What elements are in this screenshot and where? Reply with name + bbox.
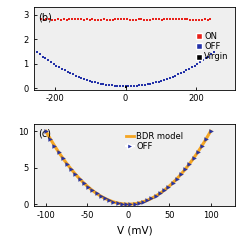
OFF	[196, 151, 199, 154]
OFF	[78, 177, 81, 180]
OFF	[130, 85, 132, 88]
OFF	[108, 199, 111, 202]
OFF	[201, 144, 204, 147]
OFF	[74, 173, 77, 176]
OFF	[95, 192, 98, 195]
OFF	[77, 75, 80, 78]
OFF	[125, 203, 127, 206]
OFF	[163, 189, 166, 192]
OFF	[87, 186, 90, 188]
OFF	[213, 51, 216, 54]
BDR model	[165, 187, 168, 190]
BDR model	[127, 203, 130, 206]
Line: OFF: OFF	[36, 51, 215, 88]
OFF	[158, 192, 161, 195]
OFF	[66, 162, 68, 165]
Line: BDR model: BDR model	[46, 131, 210, 204]
ON	[209, 18, 212, 21]
BDR model	[209, 130, 212, 133]
OFF	[49, 137, 52, 140]
OFF	[205, 137, 208, 140]
OFF	[53, 144, 56, 147]
ON	[39, 18, 42, 21]
ON	[151, 18, 154, 21]
ON	[100, 18, 102, 21]
Line: ON: ON	[39, 17, 212, 22]
OFF	[146, 199, 149, 202]
OFF	[116, 202, 119, 204]
Line: OFF: OFF	[44, 129, 212, 206]
OFF	[110, 84, 113, 87]
OFF	[133, 202, 136, 205]
BDR model	[149, 198, 151, 201]
OFF	[99, 195, 102, 198]
OFF	[150, 197, 153, 200]
OFF	[129, 203, 132, 206]
X-axis label: V (mV): V (mV)	[117, 226, 152, 236]
OFF	[175, 177, 178, 180]
OFF	[104, 197, 107, 200]
OFF	[192, 157, 195, 160]
OFF	[120, 202, 123, 205]
OFF	[88, 79, 91, 82]
OFF	[91, 189, 94, 192]
OFF	[188, 162, 191, 165]
ON	[85, 18, 88, 21]
Legend: ON, OFF, Virgin: ON, OFF, Virgin	[195, 30, 231, 64]
Legend: BDR model, OFF: BDR model, OFF	[123, 129, 186, 153]
OFF	[112, 200, 115, 203]
OFF	[209, 130, 212, 133]
ON	[51, 19, 54, 22]
Text: (b): (b)	[38, 13, 52, 23]
OFF	[207, 55, 210, 58]
ON	[91, 18, 94, 21]
OFF	[70, 168, 73, 171]
OFF	[190, 66, 193, 69]
OFF	[137, 202, 140, 204]
BDR model	[110, 200, 113, 203]
OFF	[180, 173, 182, 176]
OFF	[171, 182, 174, 185]
ON	[97, 18, 100, 21]
OFF	[142, 200, 144, 203]
OFF	[36, 51, 39, 54]
OFF	[44, 130, 47, 133]
OFF	[124, 85, 127, 88]
BDR model	[98, 194, 101, 197]
OFF	[57, 151, 60, 154]
ON	[71, 18, 74, 21]
OFF	[184, 168, 187, 171]
ON	[126, 17, 128, 20]
BDR model	[44, 130, 47, 133]
OFF	[83, 182, 85, 185]
OFF	[167, 186, 170, 188]
BDR model	[64, 161, 67, 164]
OFF	[154, 195, 157, 198]
BDR model	[164, 188, 167, 191]
Text: (c): (c)	[38, 128, 51, 138]
OFF	[61, 157, 64, 160]
